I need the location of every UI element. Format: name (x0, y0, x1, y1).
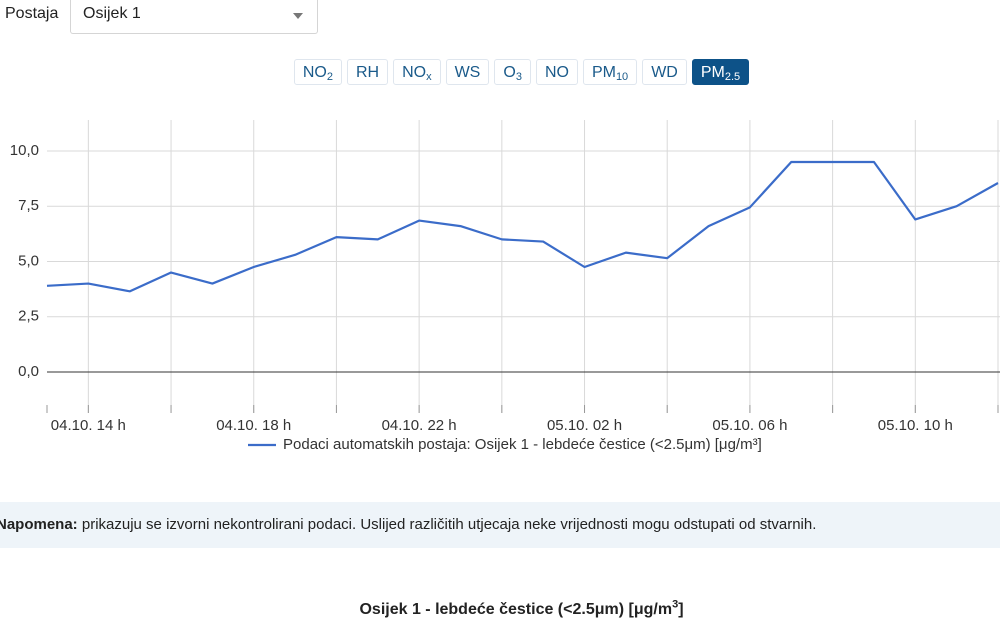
title-end: ] (678, 601, 684, 618)
button-subscript: 2 (326, 71, 333, 83)
title-main: Osijek 1 - lebdeće čestice (<2.5μm) [μg/… (359, 601, 673, 618)
chart: 04.10. 14 h 04.10. 18 h 04.10. 22 h 05.10. … (10, 120, 1000, 453)
y-tick-label: 0,0 (18, 363, 39, 380)
x-tick-label: 05.10. 06 h (712, 417, 787, 434)
x-tick-label: 05.10. 02 h (547, 417, 622, 434)
parameter-button[interactable]: WS (445, 59, 490, 85)
y-tick-label: 10,0 (10, 142, 39, 159)
y-tick-label: 5,0 (18, 252, 39, 269)
note-label: Napomena: (0, 516, 78, 533)
button-label: O (503, 64, 516, 81)
dropdown-caret (293, 13, 303, 19)
bottom-title: Osijek 1 - lebdeće čestice (<2.5μm) [μg/… (0, 598, 1000, 619)
button-label: WD (651, 64, 678, 81)
button-subscript: 10 (615, 71, 629, 83)
legend-label: Podaci automatskih postaja: Osijek 1 - l… (283, 436, 762, 453)
button-subscript: 3 (515, 71, 522, 83)
button-label: RH (355, 64, 380, 81)
button-label: NO (402, 64, 427, 81)
parameter-button[interactable]: RH (346, 59, 389, 85)
parameter-button[interactable]: NO (535, 59, 578, 85)
parameter-buttons: NO2 RH NOx WS O3 NO PM10 WD PM2.5 (0, 59, 1000, 85)
button-label: NO (302, 64, 327, 81)
parameter-button[interactable]: NO2 (293, 59, 342, 85)
y-tick-label: 7,5 (18, 197, 39, 214)
button-label: WS (454, 64, 481, 81)
button-label: PM (591, 64, 616, 81)
button-subscript: x (426, 71, 432, 83)
button-subscript: 2.5 (724, 71, 741, 83)
x-tick-label: 04.10. 14 h (51, 417, 126, 434)
parameter-button[interactable]: NOx (393, 59, 441, 85)
station-label: Postaja (5, 5, 59, 22)
title-sup: 3 (672, 598, 679, 611)
note-text: prikazuju se izvorni nekontrolirani poda… (81, 516, 817, 533)
station-select[interactable]: Osijek 1 (70, 0, 318, 34)
station-selected: Osijek 1 (83, 5, 141, 22)
parameter-button[interactable]: PM2.5 (691, 59, 750, 85)
parameter-button[interactable]: WD (642, 59, 687, 85)
y-tick-label: 2,5 (18, 308, 39, 325)
button-label: NO (544, 64, 569, 81)
data-line (46, 160, 999, 293)
x-tick-label: 05.10. 10 h (878, 417, 953, 434)
x-tick-label: 04.10. 18 h (216, 417, 291, 434)
button-label: PM (700, 64, 725, 81)
parameter-button[interactable]: O3 (494, 59, 531, 85)
x-tick-label: 04.10. 22 h (382, 417, 457, 434)
note: Napomena: prikazuju se izvorni nekontrol… (0, 502, 1000, 548)
parameter-button[interactable]: PM10 (582, 59, 638, 85)
